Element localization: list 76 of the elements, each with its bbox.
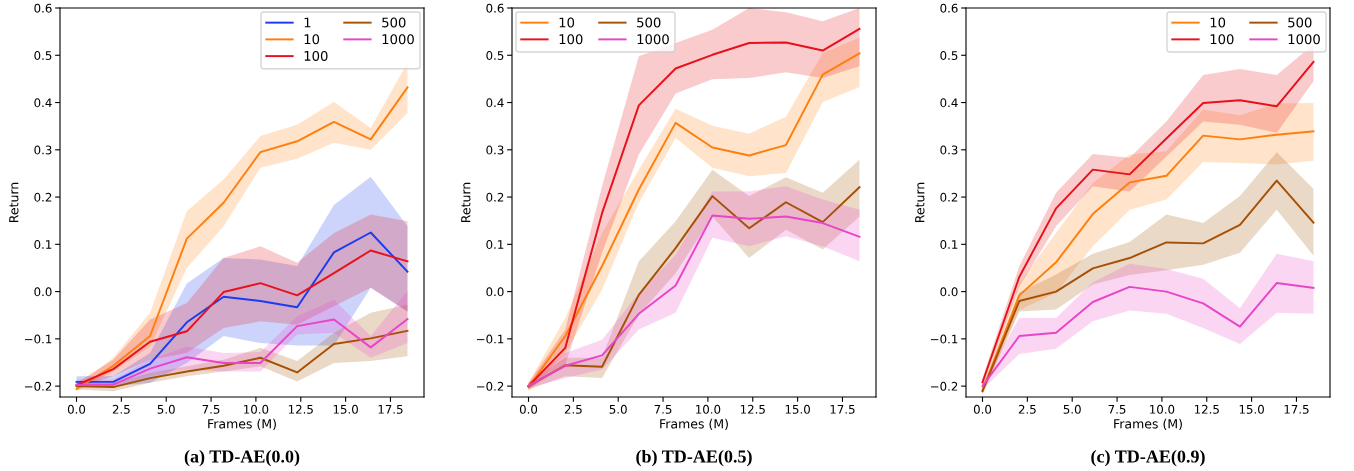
line-series [75,329,409,389]
legend-label: 1000 [1288,34,1320,45]
legend-label: 100 [1210,34,1234,45]
x-tick-label: 12.5 [288,404,313,414]
x-tick-label: 0.0 [67,404,86,414]
y-tick-label: 0.3 [486,145,504,155]
x-tick-label: 10.0 [696,404,721,414]
y-axis-title: Return [461,182,471,223]
x-tick-label: 15.0 [1239,404,1264,414]
text: (c) TD-AE(0.9) [1091,449,1205,467]
y-tick-label: 0.0 [34,287,52,297]
x-tick-label: 15.0 [333,404,358,414]
legend-label: 10 [1210,17,1226,28]
line-series [981,282,1315,388]
text: (b) TD-AE(0.5) [636,449,752,467]
y-tick-label: 0.3 [940,145,958,155]
y-tick-label: −0.1 [24,334,52,344]
y-tick-label: −0.2 [24,381,52,391]
x-axis-title: Frames (M) [208,418,276,430]
legend-label: 500 [637,17,661,28]
y-tick-label: −0.2 [930,381,958,391]
y-tick-label: −0.1 [476,334,504,344]
legend-label: 500 [382,17,406,28]
text: (a) TD-AE(0.0) [184,449,300,467]
x-axis-title: Frames (M) [660,418,728,430]
y-tick-label: 0.0 [486,287,504,297]
legend-label: 10 [304,34,320,45]
x-tick-label: 2.5 [1018,404,1036,414]
legend-label: 100 [304,50,328,61]
y-tick-label: 0.4 [34,98,52,108]
y-tick-label: 0.4 [940,98,958,108]
x-tick-label: 2.5 [112,404,130,414]
y-tick-label: 0.2 [34,192,52,202]
y-axis-title: Return [915,182,925,223]
x-tick-label: 17.5 [1284,405,1309,414]
x-tick-label: 0.0 [519,404,538,414]
x-tick-label: 17.5 [378,405,403,414]
y-tick-label: 0.5 [486,50,504,60]
y-tick-label: −0.1 [930,334,958,344]
x-tick-label: 2.5 [564,404,582,414]
legend-label: 1000 [382,34,414,45]
y-tick-label: 0.4 [486,98,504,108]
x-tick-label: 12.5 [740,404,765,414]
legend-label: 1000 [637,34,669,45]
y-tick-label: 0.1 [940,240,958,249]
x-tick-label: 12.5 [1194,404,1219,414]
y-tick-label: 0.6 [34,3,52,13]
y-tick-label: 0.1 [486,240,504,249]
x-tick-label: 5.0 [157,404,175,414]
y-tick-label: 0.3 [34,145,52,155]
x-tick-label: 15.0 [785,404,810,414]
x-tick-label: 7.5 [654,405,672,414]
x-axis-title: Frames (M) [1114,418,1182,430]
x-tick-label: 17.5 [830,405,855,414]
y-tick-label: −0.2 [476,381,504,391]
y-axis-title: Return [9,182,19,223]
y-tick-label: 0.0 [940,287,958,297]
x-tick-label: 0.0 [973,404,992,414]
y-tick-label: 0.2 [486,192,504,202]
legend-label: 1 [304,17,311,28]
y-tick-label: 0.6 [940,3,958,13]
y-tick-label: 0.6 [486,3,504,13]
y-tick-label: 0.5 [34,50,52,60]
x-tick-label: 5.0 [609,404,627,414]
x-tick-label: 5.0 [1063,404,1081,414]
x-tick-label: 7.5 [202,405,220,414]
line-series [75,318,409,386]
y-tick-label: 0.1 [34,240,52,249]
y-tick-label: 0.2 [940,192,958,202]
y-tick-label: 0.5 [940,50,958,60]
legend-label: 500 [1288,17,1312,28]
legend-label: 100 [559,34,583,45]
legend-label: 10 [559,17,575,28]
x-tick-label: 10.0 [244,404,269,414]
x-tick-label: 10.0 [1150,404,1175,414]
x-tick-label: 7.5 [1108,405,1126,414]
